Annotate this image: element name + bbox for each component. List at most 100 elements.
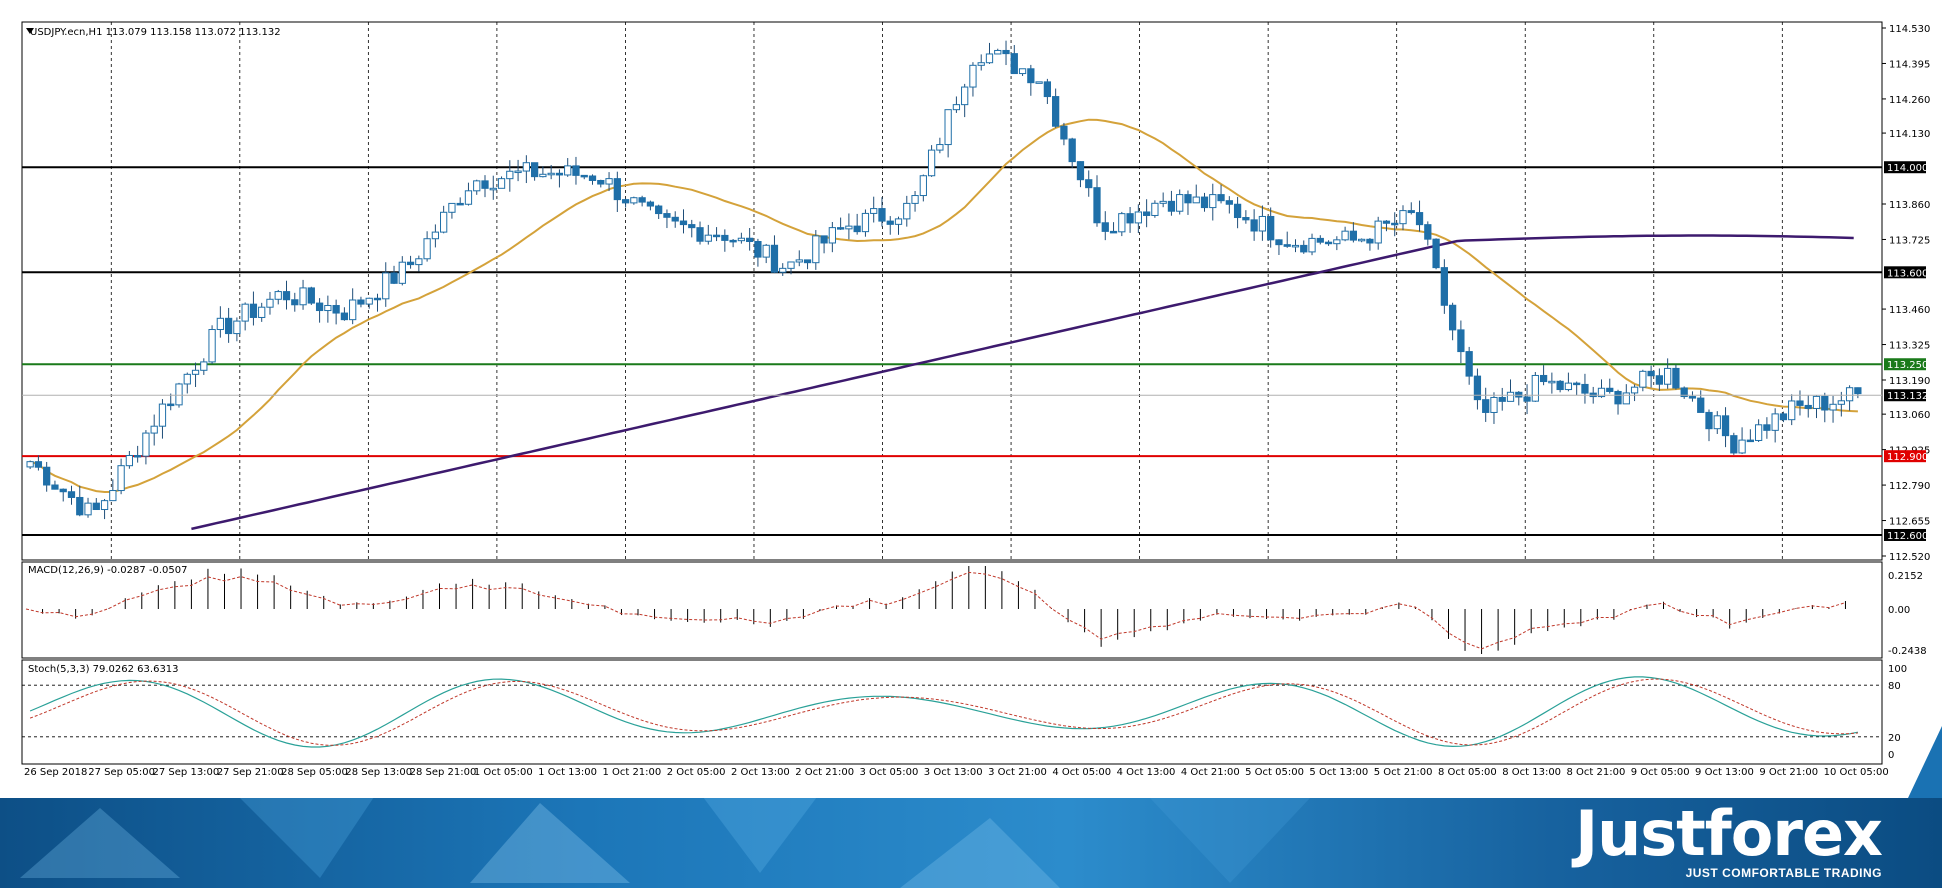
- candle-body: [861, 212, 870, 233]
- candle-body: [382, 272, 390, 300]
- candle-body: [1490, 396, 1498, 413]
- candle-body: [903, 202, 911, 220]
- brand-logo: Justforex JUST COMFORTABLE TRADING: [1575, 798, 1883, 880]
- candle-body: [1639, 370, 1647, 388]
- candle-body: [1506, 391, 1515, 402]
- candle-body: [1837, 400, 1845, 405]
- candle-body: [704, 234, 712, 242]
- candle-body: [1630, 386, 1639, 394]
- candle-body: [51, 484, 59, 490]
- stoch-tick-label: 20: [1888, 733, 1901, 744]
- candle-body: [1358, 238, 1366, 242]
- candle-body: [1556, 380, 1564, 391]
- candle-body: [985, 53, 994, 64]
- candle-body: [315, 302, 324, 312]
- macd-axis: 0.2152 0.00 -0.2438: [1888, 571, 1927, 657]
- price-tick-label: 114.130: [1889, 129, 1930, 140]
- candle-body: [779, 267, 787, 273]
- candle-body: [1060, 125, 1068, 140]
- candle-body: [150, 425, 158, 434]
- candle-body: [1581, 383, 1589, 394]
- candle-body: [712, 234, 721, 238]
- candle-body: [977, 62, 985, 66]
- candle-body: [266, 298, 274, 308]
- candle-body: [1779, 413, 1788, 421]
- ma-slow-line: [191, 234, 1854, 531]
- candle-body: [1796, 400, 1804, 406]
- candle-body: [1233, 203, 1242, 219]
- candle-body: [812, 235, 820, 264]
- candle-body: [406, 261, 415, 266]
- candle-body: [1688, 396, 1697, 399]
- time-tick-label: 28 Sep 13:00: [345, 767, 412, 778]
- price-tick-label: 114.530: [1889, 24, 1930, 35]
- price-tick-label: 112.520: [1889, 552, 1930, 563]
- candle-body: [911, 195, 919, 204]
- svg-text:112.600: 112.600: [1887, 531, 1928, 542]
- candle-body: [1391, 222, 1399, 226]
- candle-body: [1200, 196, 1209, 209]
- candlesticks: [26, 40, 1862, 520]
- candle-body: [547, 172, 555, 176]
- macd-tick-label: -0.2438: [1888, 646, 1927, 657]
- candle-body: [927, 149, 936, 177]
- candle-body: [1341, 230, 1349, 241]
- candle-body: [175, 383, 183, 406]
- candle-body: [514, 170, 522, 174]
- candle-body: [473, 180, 481, 192]
- candle-body: [1771, 413, 1779, 431]
- candle-body: [1374, 220, 1382, 244]
- dropdown-triangle-icon[interactable]: [26, 28, 34, 34]
- candle-body: [1432, 238, 1440, 269]
- candle-body: [1763, 424, 1771, 431]
- candle-body: [1159, 200, 1167, 204]
- candle-body: [845, 225, 853, 230]
- candle-body: [522, 162, 530, 172]
- price-tick-label: 113.060: [1889, 410, 1930, 421]
- candle-body: [1118, 213, 1126, 233]
- candle-body: [754, 241, 762, 258]
- candle-body: [1473, 375, 1482, 401]
- chart-canvas[interactable]: USDJPY.ecn,H1 113.079 113.158 113.072 11…: [0, 0, 1942, 798]
- candle-body: [1399, 210, 1407, 225]
- time-tick-label: 8 Oct 05:00: [1438, 767, 1497, 778]
- candle-body: [803, 259, 812, 264]
- decor-triangle: [230, 798, 380, 878]
- candle-body: [1134, 211, 1142, 224]
- price-tick-label: 114.395: [1889, 59, 1930, 70]
- stoch-main-line: [29, 676, 1859, 748]
- price-tick-label: 113.860: [1889, 200, 1930, 211]
- time-tick-label: 2 Oct 05:00: [667, 767, 726, 778]
- candle-body: [1225, 200, 1233, 205]
- price-level-tag: 114.000: [1884, 161, 1928, 174]
- brand-banner: Justforex JUST COMFORTABLE TRADING: [0, 798, 1942, 888]
- candle-body: [125, 455, 134, 467]
- candle-body: [1523, 396, 1531, 402]
- candle-body: [580, 174, 588, 178]
- moving-averages: [29, 118, 1858, 531]
- candle-body: [1721, 415, 1730, 437]
- candle-body: [1283, 244, 1291, 247]
- candle-body: [1498, 396, 1506, 402]
- candle-body: [1465, 351, 1473, 377]
- stoch-pane: [21, 659, 1883, 765]
- candle-body: [613, 178, 621, 201]
- candle-body: [158, 403, 167, 427]
- candle-body: [1548, 380, 1556, 384]
- candle-body: [655, 205, 663, 215]
- candle-body: [1606, 387, 1614, 392]
- candle-body: [762, 244, 770, 258]
- svg-text:113.250: 113.250: [1887, 360, 1928, 371]
- candle-body: [671, 216, 679, 222]
- candle-body: [1126, 213, 1134, 224]
- candle-body: [440, 211, 448, 233]
- time-tick-label: 9 Oct 21:00: [1759, 767, 1818, 778]
- candle-body: [919, 175, 927, 197]
- candle-body: [795, 259, 803, 263]
- time-tick-label: 10 Oct 05:00: [1824, 767, 1889, 778]
- candle-body: [1316, 237, 1324, 243]
- main-chart-title: USDJPY.ecn,H1 113.079 113.158 113.072 11…: [30, 27, 281, 38]
- time-tick-label: 27 Sep 13:00: [153, 767, 220, 778]
- candle-body: [448, 202, 456, 213]
- time-tick-label: 3 Oct 13:00: [924, 767, 983, 778]
